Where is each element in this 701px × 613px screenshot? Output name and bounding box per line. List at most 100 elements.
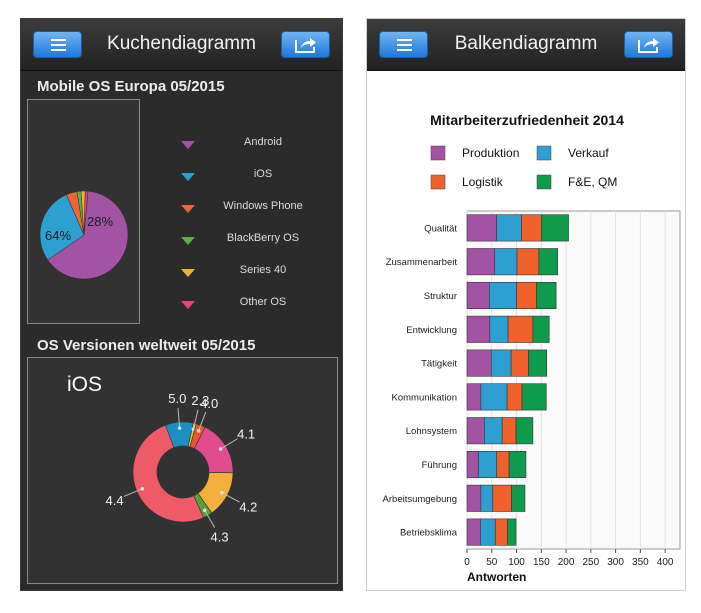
donut-leader-line <box>221 492 240 503</box>
donut-label-4-1: 4.1 <box>237 426 255 441</box>
legend-label: iOS <box>254 168 272 180</box>
legend-item-series-40: Series 40 <box>181 264 286 277</box>
bar-entwicklung-produktion[interactable] <box>466 315 491 343</box>
bar-zusammenarbeit-f-e-qm[interactable] <box>538 248 558 276</box>
navigation-bar: Kuchendiagramm <box>21 19 342 71</box>
donut-leader-line <box>198 411 207 432</box>
x-tick-label: 250 <box>582 557 599 568</box>
x-tick-label: 200 <box>558 557 575 568</box>
bar-f-hrung-f-e-qm[interactable] <box>508 451 527 478</box>
bar-chart-screen: Balkendiagramm Mitarbeiterzufriedenheit … <box>366 18 686 591</box>
share-button[interactable] <box>281 31 330 58</box>
bar-entwicklung-f-e-qm[interactable] <box>532 315 550 343</box>
bar-qualit-t-verkauf[interactable] <box>496 214 522 242</box>
x-tick-label: 400 <box>657 557 674 568</box>
bar-betriebsklima-produktion[interactable] <box>466 518 481 546</box>
pie-slice-ios[interactable] <box>39 194 85 261</box>
donut-panel <box>27 357 338 584</box>
bar-t-tigkeit-f-e-qm[interactable] <box>528 349 548 377</box>
bar-betriebsklima-f-e-qm[interactable] <box>507 518 517 546</box>
y-tick-label-zusammenarbeit: Zusammenarbeit <box>386 257 458 268</box>
bar-betriebsklima-verkauf[interactable] <box>480 518 496 546</box>
y-tick-label-f-hrung: Führung <box>422 460 457 471</box>
page-title: Balkendiagramm <box>454 33 598 54</box>
donut-leader-line <box>220 438 238 450</box>
bar-arbeitsumgebung-logistik[interactable] <box>492 484 512 512</box>
donut-label-4-4: 4.4 <box>106 493 124 508</box>
bar-lohnsystem-produktion[interactable] <box>466 417 485 445</box>
chart-title: Mitarbeiterzufriedenheit 2014 <box>430 112 624 128</box>
share-icon <box>295 38 316 53</box>
donut-leader-dot <box>196 429 201 433</box>
donut-leader-line <box>123 488 143 497</box>
bar-kommunikation-produktion[interactable] <box>466 383 482 411</box>
donut-slice-4-4[interactable] <box>132 424 204 523</box>
pie-slice-other-os[interactable] <box>83 190 89 236</box>
bar-lohnsystem-logistik[interactable] <box>501 417 517 445</box>
bar-struktur-produktion[interactable] <box>466 282 490 309</box>
bar-struktur-f-e-qm[interactable] <box>536 282 557 309</box>
y-tick-label-entwicklung: Entwicklung <box>406 325 457 336</box>
menu-button[interactable] <box>379 31 428 58</box>
legend-swatch <box>181 301 195 309</box>
navigation-bar: Balkendiagramm <box>367 19 685 71</box>
section-title-os-versions: OS Versionen weltweit 05/2015 <box>37 337 256 354</box>
bar-lohnsystem-verkauf[interactable] <box>484 417 503 445</box>
bar-zusammenarbeit-produktion[interactable] <box>466 248 496 276</box>
bar-struktur-verkauf[interactable] <box>488 282 517 309</box>
donut-label-4-3: 4.3 <box>211 529 229 544</box>
donut-chart: 5.0 2.34.0 4.1 4.2 4.3 4.4 <box>106 391 258 544</box>
bar-betriebsklima-logistik[interactable] <box>494 518 508 546</box>
legend-label: F&E, QM <box>568 175 617 189</box>
bar-f-hrung-verkauf[interactable] <box>478 451 498 478</box>
bar-zusammenarbeit-logistik[interactable] <box>516 248 540 276</box>
legend-item-blackberry-os: BlackBerry OS <box>181 232 299 245</box>
legend-label: Produktion <box>462 146 519 160</box>
bar-qualit-t-produktion[interactable] <box>466 214 498 242</box>
bar-f-hrung-logistik[interactable] <box>496 451 510 478</box>
bar-arbeitsumgebung-verkauf[interactable] <box>480 484 494 512</box>
bar-kommunikation-logistik[interactable] <box>506 383 523 411</box>
bar-lohnsystem-f-e-qm[interactable] <box>515 417 534 445</box>
bar-arbeitsumgebung-f-e-qm[interactable] <box>511 484 526 512</box>
y-tick-label-kommunikation: Kommunikation <box>392 392 457 403</box>
legend-label: Other OS <box>240 296 286 308</box>
legend-item-android: Android <box>181 136 282 149</box>
bar-t-tigkeit-produktion[interactable] <box>466 349 492 377</box>
pie-slice-android[interactable] <box>47 190 129 280</box>
legend-swatch <box>181 205 195 213</box>
bar-t-tigkeit-logistik[interactable] <box>510 349 529 377</box>
legend-item-logistik: Logistik <box>430 174 504 190</box>
legend-item-other-os: Other OS <box>181 296 286 309</box>
bar-entwicklung-logistik[interactable] <box>507 315 534 343</box>
legend-item-f-e-qm: F&E, QM <box>536 174 617 190</box>
y-tick-label-betriebsklima: Betriebsklima <box>400 528 458 539</box>
bar-t-tigkeit-verkauf[interactable] <box>490 349 512 377</box>
donut-leader-dot <box>220 490 224 495</box>
donut-label-5-0: 5.0 <box>168 391 186 406</box>
bar-f-hrung-produktion[interactable] <box>466 451 479 478</box>
donut-leader-dot <box>218 447 223 451</box>
pie-value-label-android: 64% <box>45 228 71 243</box>
donut-leader-line <box>177 408 181 429</box>
bar-entwicklung-verkauf[interactable] <box>489 315 509 343</box>
donut-leader-dot <box>177 426 182 430</box>
bar-qualit-t-logistik[interactable] <box>521 214 542 242</box>
share-button[interactable] <box>624 31 673 58</box>
legend-item-windows-phone: Windows Phone <box>181 200 303 213</box>
legend-swatch <box>181 269 195 277</box>
pie-chart-screen: Kuchendiagramm Mobile OS Europa 05/2015 … <box>20 18 343 591</box>
legend-label: Series 40 <box>240 264 286 276</box>
bar-kommunikation-verkauf[interactable] <box>480 383 508 411</box>
bar-qualit-t-f-e-qm[interactable] <box>541 214 569 242</box>
bar-arbeitsumgebung-produktion[interactable] <box>466 484 482 512</box>
bar-zusammenarbeit-verkauf[interactable] <box>494 248 518 276</box>
bar-struktur-logistik[interactable] <box>516 282 537 309</box>
x-tick-label: 300 <box>607 557 624 568</box>
y-tick-label-lohnsystem: Lohnsystem <box>406 426 457 437</box>
pie-chart: 64% 28% Android iOS Windows Phone BlackBerry … <box>39 136 303 309</box>
menu-button[interactable] <box>33 31 82 58</box>
legend-swatch <box>181 173 195 181</box>
legend-item-produktion: Produktion <box>430 145 519 161</box>
bar-kommunikation-f-e-qm[interactable] <box>521 383 547 411</box>
